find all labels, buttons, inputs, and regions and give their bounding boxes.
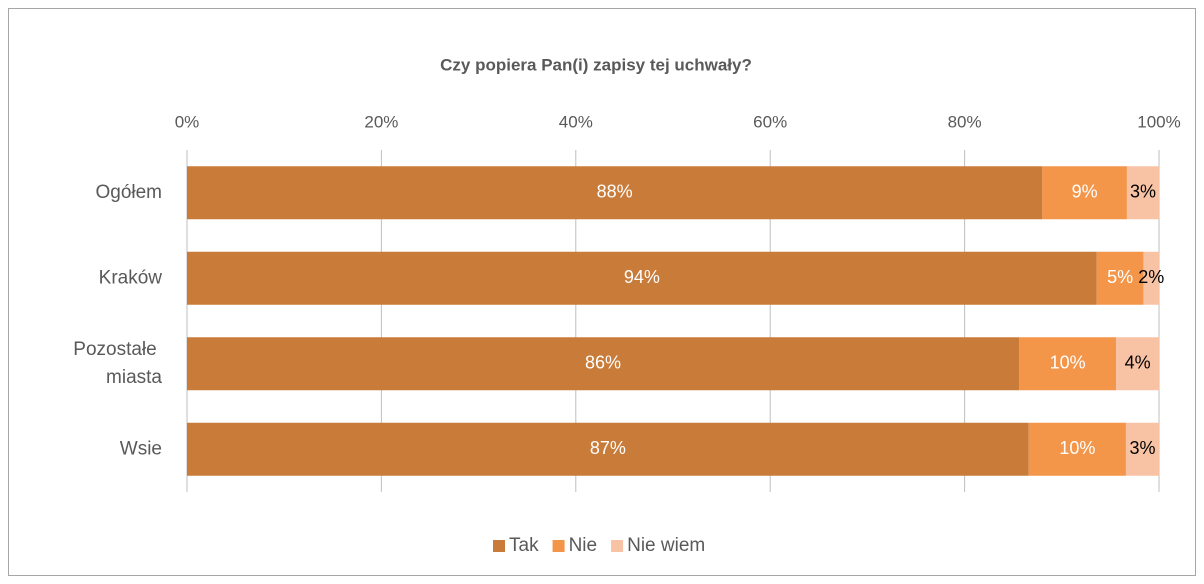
bar-segment [1042, 166, 1127, 220]
bar-segment [1143, 251, 1159, 305]
data-label: 5% [1107, 267, 1133, 287]
data-label: 94% [624, 267, 660, 287]
bar-segment [187, 422, 1029, 476]
data-label: 2% [1138, 267, 1164, 287]
x-tick-label: 0% [175, 112, 200, 131]
x-tick-label: 20% [364, 112, 398, 131]
bar-segment [1125, 422, 1159, 476]
data-label: 9% [1072, 182, 1098, 202]
bar-segment [1126, 166, 1159, 220]
y-tick-label: Ogółem [95, 182, 162, 203]
chart-title: Czy popiera Pan(i) zapisy tej uchwały? [440, 55, 752, 74]
x-tick-label: 40% [559, 112, 593, 131]
y-tick-label: Kraków [99, 267, 163, 288]
data-label: 4% [1125, 353, 1151, 373]
bar-segment [187, 251, 1097, 305]
x-tick-label: 80% [948, 112, 982, 131]
data-label: 10% [1050, 353, 1086, 373]
legend-swatch [611, 540, 624, 552]
legend-label: Nie [569, 535, 598, 556]
data-label: 3% [1130, 182, 1156, 202]
legend-label: Nie wiem [627, 535, 705, 556]
bar-segment [1116, 337, 1159, 391]
x-tick-label: 100% [1137, 112, 1180, 131]
data-label: 87% [590, 438, 626, 458]
data-label: 86% [585, 353, 621, 373]
data-label: 3% [1129, 438, 1155, 458]
bar-segment [1028, 422, 1126, 476]
bar-segment [187, 166, 1043, 220]
bar-segment [1096, 251, 1144, 305]
data-label: 88% [597, 182, 633, 202]
legend-swatch [552, 540, 565, 552]
legend-label: Tak [509, 535, 539, 556]
bar-segment [1019, 337, 1117, 391]
y-tick-label: Pozostałe miasta [73, 339, 162, 388]
y-tick-label: Wsie [120, 438, 162, 459]
bar-segment [187, 337, 1020, 391]
x-tick-label: 60% [753, 112, 787, 131]
data-label: 10% [1059, 438, 1095, 458]
legend-swatch [493, 540, 505, 552]
